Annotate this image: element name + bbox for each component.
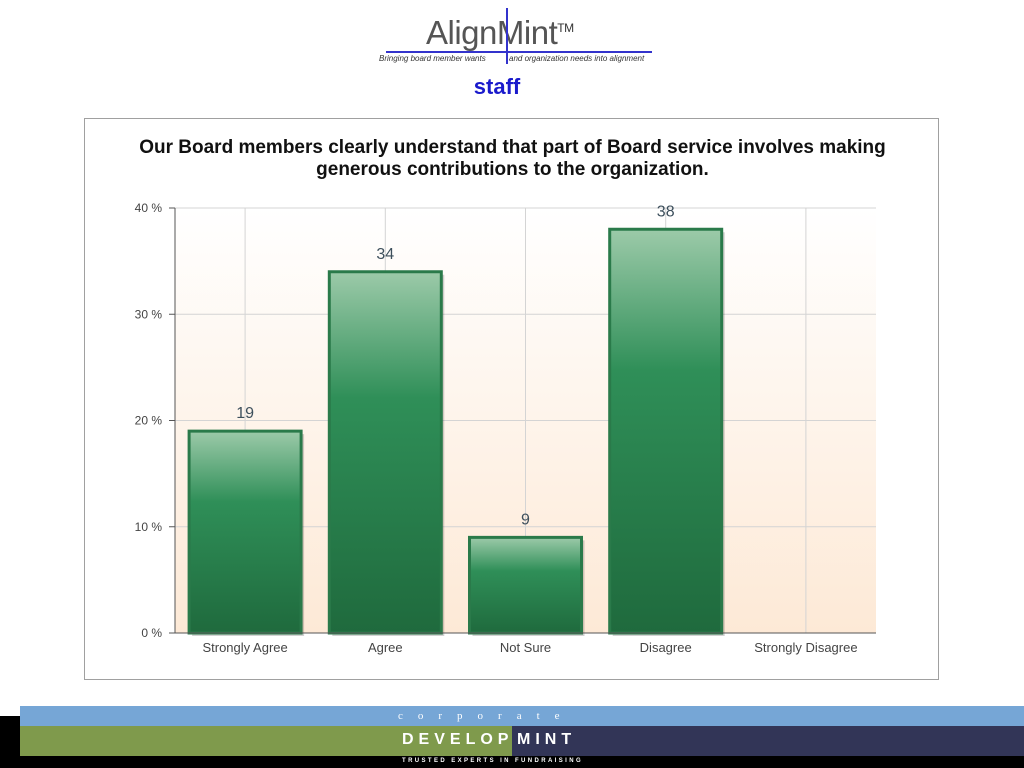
x-category-label: Strongly Disagree [754,640,857,655]
footer-bottom-band [20,756,1024,768]
logo-horizontal-rule [386,51,652,53]
y-tick-label: 0 % [141,626,162,640]
alignmint-logo: AlignMintTM Bringing board member wants … [376,6,666,99]
bar-chart: 19 Strongly Agree 34 Agree 9 Not Sure 38 Disagr… [135,201,876,655]
footer-green-band [20,726,396,756]
chart-title: Our Board members clearly understand tha… [139,137,886,180]
footer-banner: corporate DEVELOP MINT TRUSTED EXPERTS I… [0,706,1024,768]
chart-panel: Our Board members clearly understand tha… [84,118,939,680]
bar [187,429,303,635]
logo-tagline-right: and organization needs into alignment [509,54,645,63]
logo-tagline-left: Bringing board member wants [379,54,486,63]
data-label: 34 [376,246,394,263]
y-tick-label: 30 % [135,307,163,321]
footer-black-block [0,716,20,768]
bar [468,535,583,635]
logo-vertical-rule [506,8,508,64]
y-tick-label: 20 % [135,414,163,428]
x-category-label: Not Sure [500,640,551,655]
y-tick-label: 10 % [135,520,163,534]
data-label: 38 [657,203,675,220]
logo-title: AlignMintTM [426,14,574,52]
x-category-label: Strongly Agree [202,640,287,655]
y-tick-label: 40 % [135,201,163,215]
logo-text-left: Align [426,14,497,51]
footer-mint-text: MINT [517,731,577,748]
footer-blue-band [20,706,1024,726]
logo-trademark: TM [557,21,574,35]
data-label: 19 [236,405,254,422]
footer-develop-box [396,726,512,756]
footer-tagline: TRUSTED EXPERTS IN FUNDRAISING [402,758,584,764]
audience-label: staff [473,74,521,99]
footer-develop-text: DEVELOP [402,731,514,748]
x-category-label: Disagree [640,640,692,655]
footer-corporate-text: corporate [398,710,575,722]
bar [608,227,724,635]
x-category-label: Agree [368,640,403,655]
bar [327,270,443,635]
data-label: 9 [521,511,530,528]
